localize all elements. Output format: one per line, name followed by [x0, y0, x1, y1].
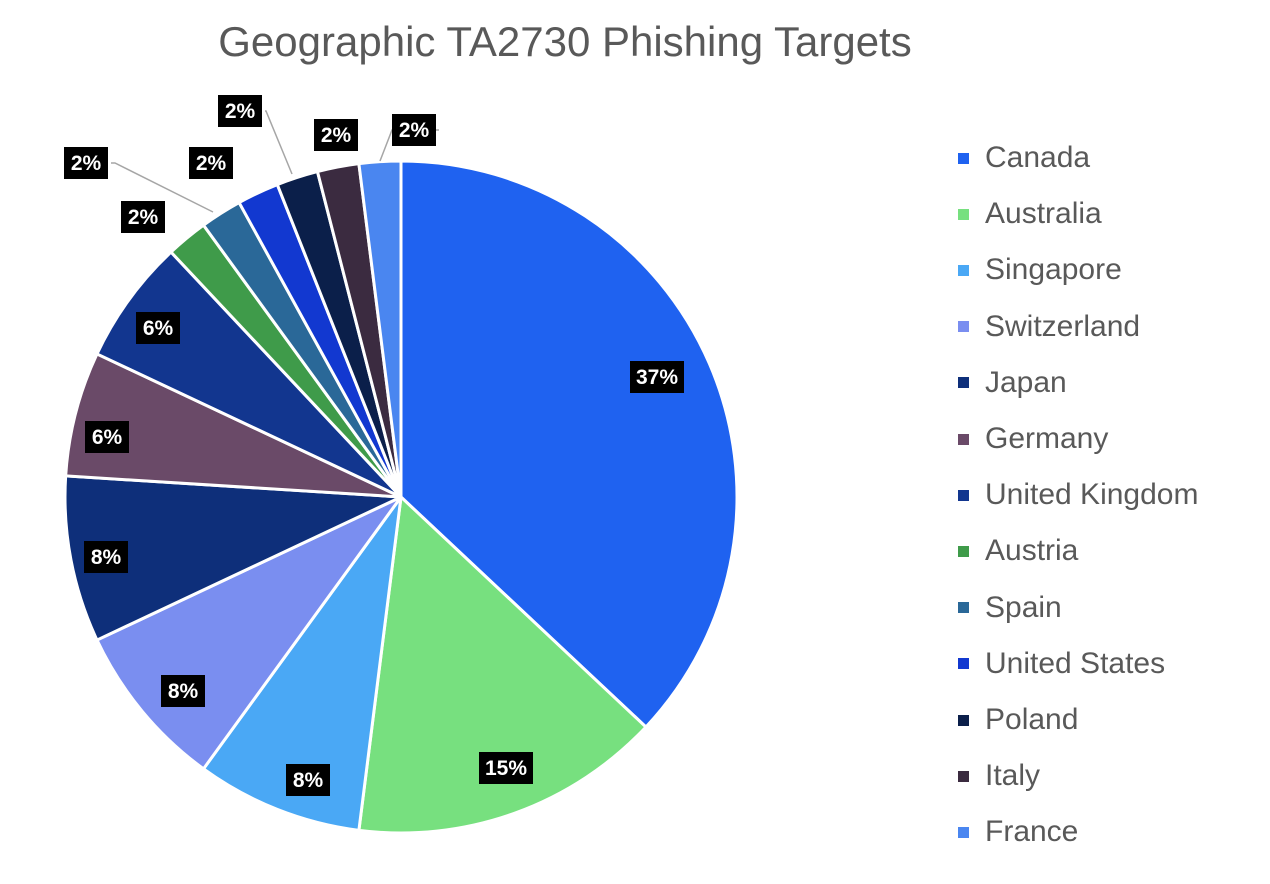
pie-slice-canada [399, 159, 739, 730]
legend-swatch [958, 658, 969, 670]
legend-item: Italy [958, 759, 1040, 793]
legend-swatch [958, 321, 969, 333]
data-label-text: 2% [321, 124, 352, 147]
legend-swatch [958, 208, 969, 220]
legend-item: United Kingdom [958, 478, 1198, 512]
data-label-text: 8% [293, 769, 324, 792]
data-label-text: 6% [92, 426, 123, 449]
pie-slice-australia [357, 493, 649, 835]
data-label: 2% [64, 147, 108, 179]
chart-title: Geographic TA2730 Phishing Targets [218, 18, 912, 65]
legend-label: France [985, 815, 1079, 849]
legend-item: Spain [958, 591, 1062, 625]
legend-label: Italy [985, 759, 1041, 793]
data-label-text: 8% [168, 680, 199, 703]
legend-swatch [958, 152, 969, 164]
data-label-text: 2% [225, 100, 256, 123]
data-label: 8% [84, 541, 128, 573]
legend-item: Germany [958, 422, 1108, 456]
legend-swatch [958, 377, 969, 389]
legend-swatch [958, 545, 969, 557]
legend-swatch [958, 826, 969, 838]
data-label: 2% [189, 147, 233, 179]
pie-slice-japan [63, 474, 402, 643]
legend-item: Singapore [958, 253, 1122, 287]
data-label-text: 15% [485, 757, 527, 780]
data-label-text: 2% [71, 152, 102, 175]
legend-label: United Kingdom [985, 478, 1199, 512]
legend-swatch [958, 602, 969, 614]
pie-slice-france [357, 159, 403, 498]
leader-line [265, 110, 293, 175]
legend-swatch [958, 770, 969, 782]
data-label: 6% [136, 312, 180, 344]
legend-swatch [958, 489, 969, 501]
legend-label: Austria [985, 534, 1079, 568]
legend-swatch [958, 714, 969, 726]
legend-label: Poland [985, 703, 1079, 736]
legend-swatch [958, 264, 969, 276]
data-label-text: 6% [143, 317, 174, 340]
data-label: 2% [392, 114, 436, 146]
legend-item: Switzerland [958, 310, 1140, 344]
data-label: 2% [314, 119, 358, 151]
data-label-text: 2% [399, 119, 430, 142]
legend-label: Singapore [985, 253, 1122, 287]
legend-label: Spain [985, 590, 1062, 624]
data-label: 15% [479, 752, 533, 784]
legend-label: Australia [985, 197, 1102, 231]
legend-item: Austria [958, 534, 1078, 568]
legend-swatch [958, 433, 969, 445]
legend-item: France [958, 815, 1078, 849]
legend-item: United States [958, 647, 1165, 681]
data-label: 2% [218, 95, 262, 127]
data-label: 2% [121, 201, 165, 233]
legend-label: Switzerland [985, 309, 1141, 343]
data-label: 8% [286, 764, 330, 796]
leader-line [111, 162, 214, 213]
data-label-text: 2% [128, 206, 159, 229]
legend-label: Canada [985, 141, 1091, 174]
data-label-text: 2% [196, 152, 227, 175]
data-label: 6% [85, 421, 129, 453]
data-label-text: 8% [91, 546, 122, 569]
legend-item: Japan [958, 366, 1067, 400]
legend-label: Germany [985, 422, 1109, 455]
data-label: 37% [630, 361, 684, 393]
legend-label: Japan [985, 365, 1067, 399]
data-label-text: 37% [636, 366, 678, 389]
data-label: 8% [161, 675, 205, 707]
legend-item: Australia [958, 197, 1102, 231]
legend-label: United States [985, 646, 1166, 680]
pie-slice-germany [64, 351, 402, 499]
legend-item: Poland [958, 703, 1078, 737]
pie-slice-singapore [201, 496, 403, 833]
legend-item: Canada [958, 141, 1090, 175]
